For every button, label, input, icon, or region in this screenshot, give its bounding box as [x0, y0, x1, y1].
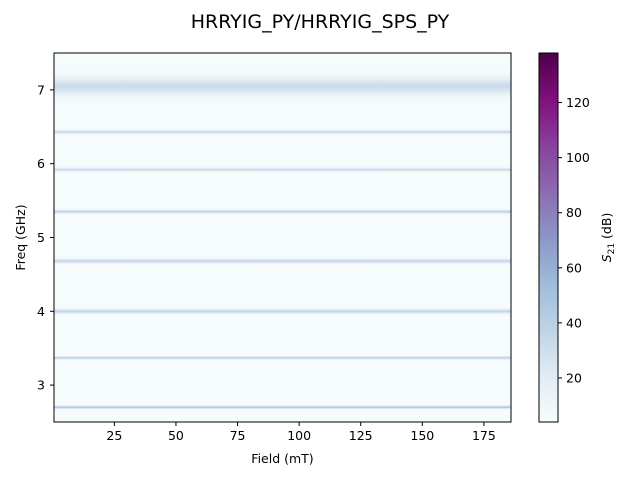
y-tick-label: 5	[37, 230, 45, 245]
colorbar-tick-label: 80	[566, 205, 582, 220]
x-tick-label: 50	[168, 428, 184, 443]
y-tick-label: 6	[37, 156, 45, 171]
colorbar-tick-label: 120	[566, 95, 590, 110]
colorbar-tick-label: 20	[566, 370, 582, 385]
colorbar-tick-label: 60	[566, 260, 582, 275]
colorbar: 20 40 60 80 100 120 S21 (dB)	[538, 52, 617, 423]
x-tick-label: 75	[230, 428, 246, 443]
colorbar-label-unit: (dB)	[599, 213, 614, 243]
colorbar-tick-label: 40	[566, 315, 582, 330]
y-tick-label: 7	[37, 82, 45, 97]
colorbar-tick-label: 100	[566, 150, 590, 165]
x-axis-label: Field (mT)	[251, 451, 313, 466]
heatmap-surface	[54, 53, 511, 422]
x-axis: 25 50 75 100 125 150 175	[106, 422, 496, 443]
plot-area	[53, 52, 512, 423]
colorbar-label-main: S	[599, 254, 614, 262]
chart-title: HRRYIG_PY/HRRYIG_SPS_PY	[191, 11, 450, 33]
x-tick-label: 100	[287, 428, 311, 443]
colorbar-label: S21 (dB)	[599, 213, 617, 263]
x-tick-label: 125	[349, 428, 373, 443]
colorbar-label-sub: 21	[607, 243, 617, 254]
y-tick-label: 3	[37, 378, 45, 393]
x-tick-label: 150	[410, 428, 434, 443]
colorbar-gradient	[539, 53, 558, 422]
colorbar-frame	[538, 52, 559, 423]
y-tick-label: 4	[37, 304, 45, 319]
x-tick-label: 25	[106, 428, 122, 443]
y-axis-label: Freq (GHz)	[13, 204, 28, 270]
y-axis: 3 4 5 6 7	[37, 82, 54, 393]
colorbar-axis: 20 40 60 80 100 120	[558, 95, 590, 385]
x-tick-label: 175	[472, 428, 496, 443]
